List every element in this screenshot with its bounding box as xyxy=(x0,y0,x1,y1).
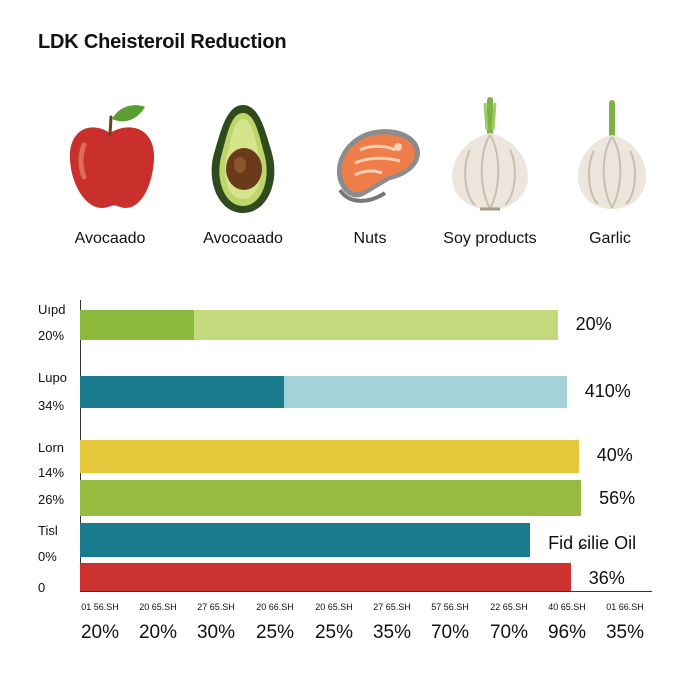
food-label: Nuts xyxy=(353,230,387,247)
x-tick-value: 70% xyxy=(489,622,529,643)
row-label: Uıpd xyxy=(38,302,66,317)
bar-value-label: 36% xyxy=(588,568,625,588)
bar-segment xyxy=(80,563,571,591)
food-item: Nuts xyxy=(305,95,435,255)
x-tick-value: 96% xyxy=(547,622,587,643)
food-label: Avocaado xyxy=(74,230,146,247)
row-label: Tisl xyxy=(38,523,58,538)
x-axis-line xyxy=(80,591,652,592)
apple-icon xyxy=(69,105,155,208)
bar-segment xyxy=(284,376,567,408)
row-sub-label: 34% xyxy=(38,398,65,413)
x-tick-value: 20% xyxy=(138,622,178,643)
bar xyxy=(80,310,558,340)
row-sub-label: 20% xyxy=(38,328,65,343)
bar xyxy=(80,523,531,557)
food-label: Avocoaado xyxy=(203,230,283,247)
garlic-icon xyxy=(578,100,646,209)
x-tick-value: 35% xyxy=(605,622,645,643)
bar-segment xyxy=(80,440,579,473)
row-sub-label: 0% xyxy=(38,549,57,564)
x-tick-label: 20 65.SH xyxy=(139,602,177,612)
x-tick-label: 20 66.SH xyxy=(256,602,294,612)
chart: Uıpd 20% 20% Lupo 34% 410% Lorn 14% 40% 26% 56% Tis… xyxy=(0,290,700,690)
bar xyxy=(80,563,571,591)
bar-value-label: 56% xyxy=(599,488,636,508)
bar-value-label: 20% xyxy=(575,314,612,334)
bar xyxy=(80,376,567,408)
x-tick-label: 27 65.SH xyxy=(197,602,235,612)
bar xyxy=(80,480,582,516)
x-tick-value: 25% xyxy=(255,622,295,643)
x-tick-value: 30% xyxy=(196,622,236,643)
bar xyxy=(80,440,579,473)
x-tick-value: 70% xyxy=(430,622,470,643)
bar-value-label: 410% xyxy=(584,381,631,401)
x-tick-label: 20 65.SH xyxy=(315,602,353,612)
x-tick-label: 01 66.SH xyxy=(606,602,644,612)
avocado-icon xyxy=(211,105,275,213)
food-label: Soy products xyxy=(443,230,537,247)
row-sub-label: 0 xyxy=(38,580,46,595)
x-tick-label: 40 65.SH xyxy=(548,602,586,612)
x-tick-label: 27 65.SH xyxy=(373,602,411,612)
bar-segment xyxy=(80,480,582,516)
row-label: Lupo xyxy=(38,370,67,385)
x-tick-value: 25% xyxy=(314,622,354,643)
x-tick-label: 57 56.SH xyxy=(431,602,469,612)
food-item: Avocaado xyxy=(45,95,175,255)
food-item: Garlic xyxy=(545,95,675,255)
bar-segment xyxy=(80,310,195,340)
food-icons-row: Avocaado Avocoaado Nuts So xyxy=(0,95,700,255)
food-label: Garlic xyxy=(589,230,631,247)
bar-value-label: Fid ɕilie Oil xyxy=(548,533,637,553)
bar-segment xyxy=(80,376,285,408)
page-title: LDK Cheisteroil Reduction xyxy=(38,31,287,53)
food-item: Avocoaado xyxy=(178,95,308,255)
row-sub-label: 26% xyxy=(38,492,65,507)
salmon-icon xyxy=(336,129,420,203)
x-tick-label: 22 65.SH xyxy=(490,602,528,612)
x-tick-label: 01 56.SH xyxy=(81,602,119,612)
x-tick-value: 20% xyxy=(80,622,120,643)
bar-segment xyxy=(194,310,558,340)
row-sub-label: 14% xyxy=(38,465,65,480)
bar-value-label: 40% xyxy=(596,445,633,465)
bar-segment xyxy=(80,523,531,557)
garlic-icon xyxy=(452,97,528,211)
row-label: Lorn xyxy=(38,440,65,455)
x-tick-value: 35% xyxy=(372,622,412,643)
food-item: Soy products xyxy=(425,95,555,255)
